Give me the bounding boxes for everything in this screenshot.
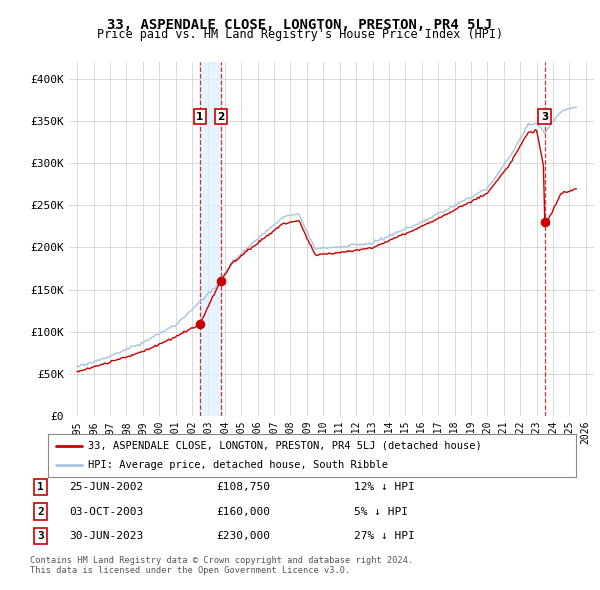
Text: Price paid vs. HM Land Registry's House Price Index (HPI): Price paid vs. HM Land Registry's House … bbox=[97, 28, 503, 41]
Point bbox=[540, 217, 550, 227]
Text: 03-OCT-2003: 03-OCT-2003 bbox=[69, 507, 143, 516]
Text: 3: 3 bbox=[541, 112, 548, 122]
Text: 1: 1 bbox=[196, 112, 203, 122]
Text: 2: 2 bbox=[37, 507, 44, 516]
Text: 3: 3 bbox=[37, 531, 44, 540]
Point bbox=[216, 276, 226, 286]
Text: 33, ASPENDALE CLOSE, LONGTON, PRESTON, PR4 5LJ: 33, ASPENDALE CLOSE, LONGTON, PRESTON, P… bbox=[107, 18, 493, 32]
Bar bbox=[200, 62, 221, 416]
Text: 27% ↓ HPI: 27% ↓ HPI bbox=[354, 531, 415, 540]
Text: Contains HM Land Registry data © Crown copyright and database right 2024.: Contains HM Land Registry data © Crown c… bbox=[30, 556, 413, 565]
Point bbox=[195, 320, 205, 329]
Text: 30-JUN-2023: 30-JUN-2023 bbox=[69, 531, 143, 540]
Text: HPI: Average price, detached house, South Ribble: HPI: Average price, detached house, Sout… bbox=[88, 460, 388, 470]
Text: 5% ↓ HPI: 5% ↓ HPI bbox=[354, 507, 408, 516]
Text: £108,750: £108,750 bbox=[216, 483, 270, 492]
Text: 33, ASPENDALE CLOSE, LONGTON, PRESTON, PR4 5LJ (detached house): 33, ASPENDALE CLOSE, LONGTON, PRESTON, P… bbox=[88, 441, 481, 451]
Text: 25-JUN-2002: 25-JUN-2002 bbox=[69, 483, 143, 492]
Text: 12% ↓ HPI: 12% ↓ HPI bbox=[354, 483, 415, 492]
Text: 1: 1 bbox=[37, 483, 44, 492]
Text: 2: 2 bbox=[217, 112, 224, 122]
Text: This data is licensed under the Open Government Licence v3.0.: This data is licensed under the Open Gov… bbox=[30, 566, 350, 575]
Text: £160,000: £160,000 bbox=[216, 507, 270, 516]
Text: £230,000: £230,000 bbox=[216, 531, 270, 540]
